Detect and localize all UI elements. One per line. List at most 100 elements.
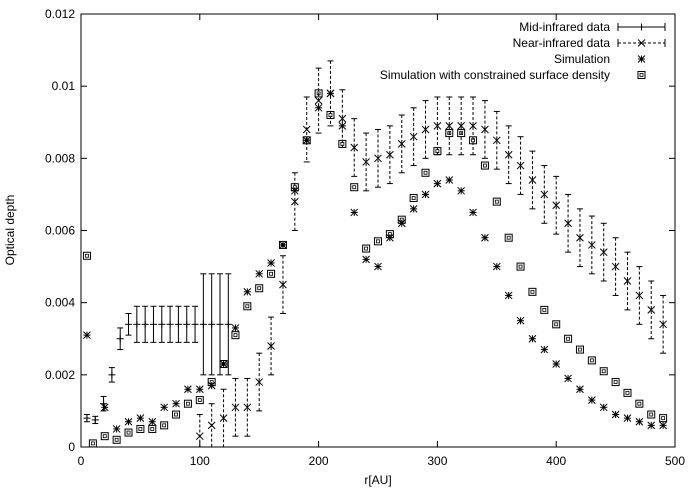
box-outer: [267, 269, 276, 278]
cross-b: [219, 414, 228, 422]
ast-b: [267, 259, 275, 267]
ast-b: [528, 334, 537, 343]
data-point: [575, 345, 584, 354]
x-tick-label: 500: [665, 454, 685, 468]
data-point: [445, 122, 454, 130]
legend-label: Simulation with constrained surface dens…: [380, 68, 610, 82]
data-point: [576, 385, 584, 394]
data-point: [492, 136, 501, 145]
errorbar: [410, 107, 417, 167]
data-point: [350, 208, 359, 217]
data-point: [504, 291, 513, 300]
cross-b: [445, 122, 454, 130]
data-point: [149, 320, 157, 328]
box-inner: [328, 113, 333, 117]
box-outer: [587, 356, 596, 365]
box-inner: [316, 91, 321, 96]
box-inner: [138, 427, 143, 431]
ast-b: [587, 396, 596, 404]
data-point: [267, 269, 276, 278]
data-point: [516, 316, 525, 325]
box-outer: [112, 435, 121, 444]
data-point: [208, 320, 216, 328]
data-point: [564, 374, 572, 383]
ast-b: [623, 414, 632, 422]
box-outer: [219, 360, 228, 369]
data-point: [576, 233, 584, 242]
box-outer: [409, 194, 418, 203]
ast-b: [374, 262, 382, 271]
data-point: [338, 122, 347, 130]
box-inner: [435, 149, 440, 154]
box-outer: [255, 284, 264, 293]
data-point: [88, 439, 97, 448]
box-outer: [635, 399, 644, 408]
errorbar: [565, 193, 572, 253]
cross-b: [195, 432, 204, 441]
box-inner: [399, 217, 404, 222]
box-outer: [611, 378, 620, 387]
data-point: [374, 154, 382, 163]
data-point: [133, 320, 141, 328]
box-inner: [174, 412, 178, 417]
ast-b: [279, 241, 287, 249]
errorbar: [363, 132, 370, 192]
data-point: [492, 197, 501, 206]
errorbar: [351, 118, 358, 177]
cross-b: [409, 132, 418, 141]
data-point: [302, 136, 311, 145]
ast-b: [421, 190, 430, 199]
ast-b: [326, 89, 335, 98]
series-asterisk: [83, 89, 667, 433]
errorbar: [529, 150, 536, 210]
box-inner: [459, 131, 464, 135]
data-point: [587, 396, 596, 404]
data-point: [136, 414, 145, 422]
data-point: [174, 320, 182, 328]
box-inner: [197, 398, 202, 402]
data-point: [125, 320, 133, 328]
box-outer: [88, 439, 97, 448]
cross-b: [457, 122, 466, 130]
box-inner: [364, 246, 369, 251]
ast-b: [338, 122, 347, 130]
box-outer: [326, 111, 335, 120]
data-point: [82, 251, 91, 260]
series-plus: [83, 273, 232, 425]
errorbar: [541, 165, 548, 224]
errorbar: [505, 125, 512, 185]
box-outer: [516, 262, 525, 271]
data-point: [599, 248, 608, 257]
box-outer: [457, 129, 466, 138]
box-inner: [233, 333, 238, 338]
box-outer: [100, 432, 109, 441]
data-point: [148, 417, 157, 426]
series-cross: [195, 60, 667, 448]
cross-b: [397, 140, 406, 148]
data-point: [480, 161, 489, 170]
data-point: [255, 378, 264, 386]
box-outer: [231, 331, 240, 340]
legend-label: Near-infrared data: [513, 36, 611, 50]
data-point: [172, 399, 180, 408]
ast-b: [457, 186, 466, 195]
box-outer: [338, 139, 347, 148]
errorbar: [588, 215, 595, 275]
data-point: [326, 89, 335, 98]
ast-b: [409, 204, 418, 213]
data-point: [635, 291, 644, 300]
box-outer: [195, 396, 204, 405]
box-inner: [542, 307, 547, 312]
box-inner: [114, 437, 119, 442]
x-tick-label: 100: [190, 454, 210, 468]
cross-b: [314, 96, 323, 105]
box-inner: [494, 199, 499, 204]
cross-b: [659, 320, 667, 329]
box-inner: [304, 138, 309, 143]
legend-marker: [638, 23, 645, 31]
data-point: [278, 240, 287, 249]
cross-b: [302, 125, 311, 134]
data-point: [302, 125, 311, 134]
cross-b: [540, 190, 549, 199]
data-point: [108, 371, 116, 379]
